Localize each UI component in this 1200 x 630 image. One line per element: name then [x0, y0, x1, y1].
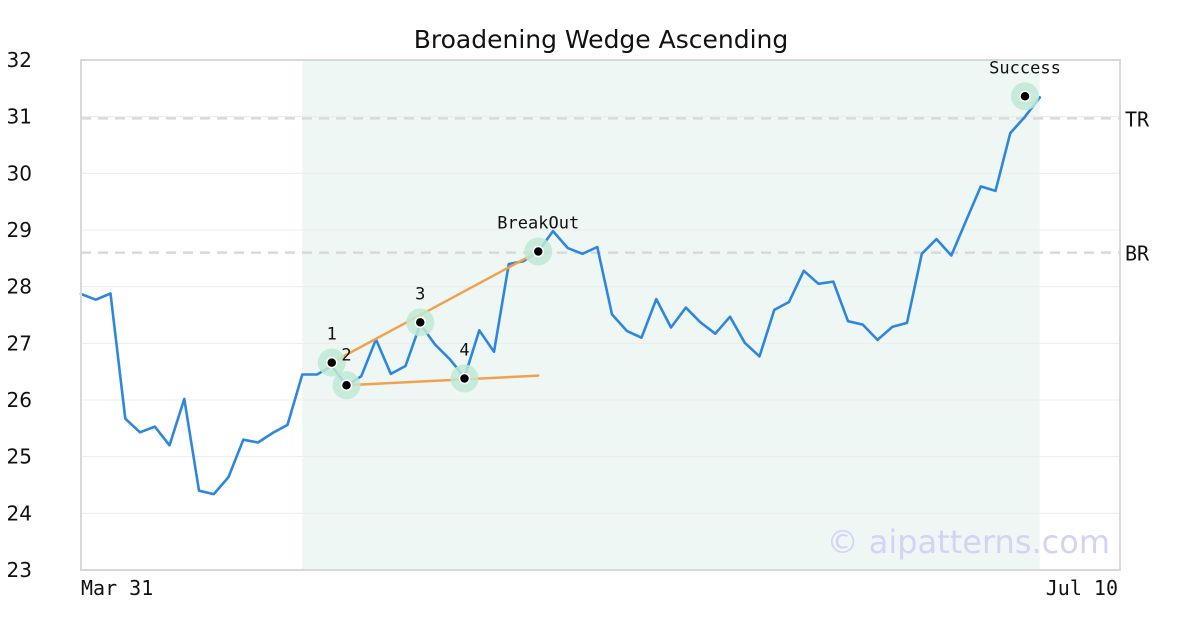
- marker-dot: [458, 372, 471, 385]
- pattern-point-label: 4: [459, 340, 469, 360]
- y-tick-label: 30: [7, 161, 32, 185]
- y-axis-ticks: 23 24 25 26 27 28 29 30 31 32: [7, 48, 32, 582]
- y-tick-label: 28: [7, 275, 32, 299]
- watermark: © aipatterns.com: [827, 523, 1110, 561]
- y-tick-label: 31: [7, 105, 32, 129]
- y-tick-label: 32: [7, 48, 32, 72]
- reference-line-label: TR: [1125, 107, 1150, 131]
- pattern-point-label: 2: [341, 345, 351, 365]
- y-tick-label: 25: [7, 445, 32, 469]
- chart-title: Broadening Wedge Ascending: [414, 25, 789, 54]
- y-tick-label: 23: [7, 558, 32, 582]
- pattern-point-label: 3: [415, 284, 425, 304]
- y-tick-label: 26: [7, 388, 32, 412]
- marker-dot: [1019, 90, 1031, 103]
- trend-lines: [330, 250, 540, 387]
- x-tick-label: Mar 31: [81, 576, 153, 600]
- price-line: [79, 96, 1042, 496]
- reference-line-label: BR: [1125, 242, 1150, 266]
- pattern-point-label: 1: [327, 325, 337, 345]
- plot-frame: [80, 59, 1121, 571]
- trend-line: [330, 250, 540, 364]
- y-tick-label: 29: [7, 218, 32, 242]
- pattern-point-label: Success: [989, 58, 1061, 78]
- marker-dot: [340, 379, 353, 392]
- y-tick-label: 27: [7, 331, 32, 355]
- marker-dot: [326, 356, 338, 369]
- y-tick-label: 24: [7, 501, 32, 525]
- plot-border: [80, 59, 1121, 571]
- trend-line: [345, 374, 540, 387]
- marker-dot: [414, 316, 426, 329]
- reference-lines: TR BR: [81, 107, 1150, 266]
- gridlines: [81, 116, 1120, 514]
- x-axis-ticks: Mar 31 Jul 10: [81, 576, 1118, 600]
- pattern-points: 12 3 4 BreakOut Success: [317, 58, 1061, 400]
- marker-dot: [532, 245, 544, 258]
- price-series: [79, 96, 1042, 496]
- x-tick-label: Jul 10: [1046, 576, 1118, 600]
- pattern-point-label: BreakOut: [497, 214, 579, 234]
